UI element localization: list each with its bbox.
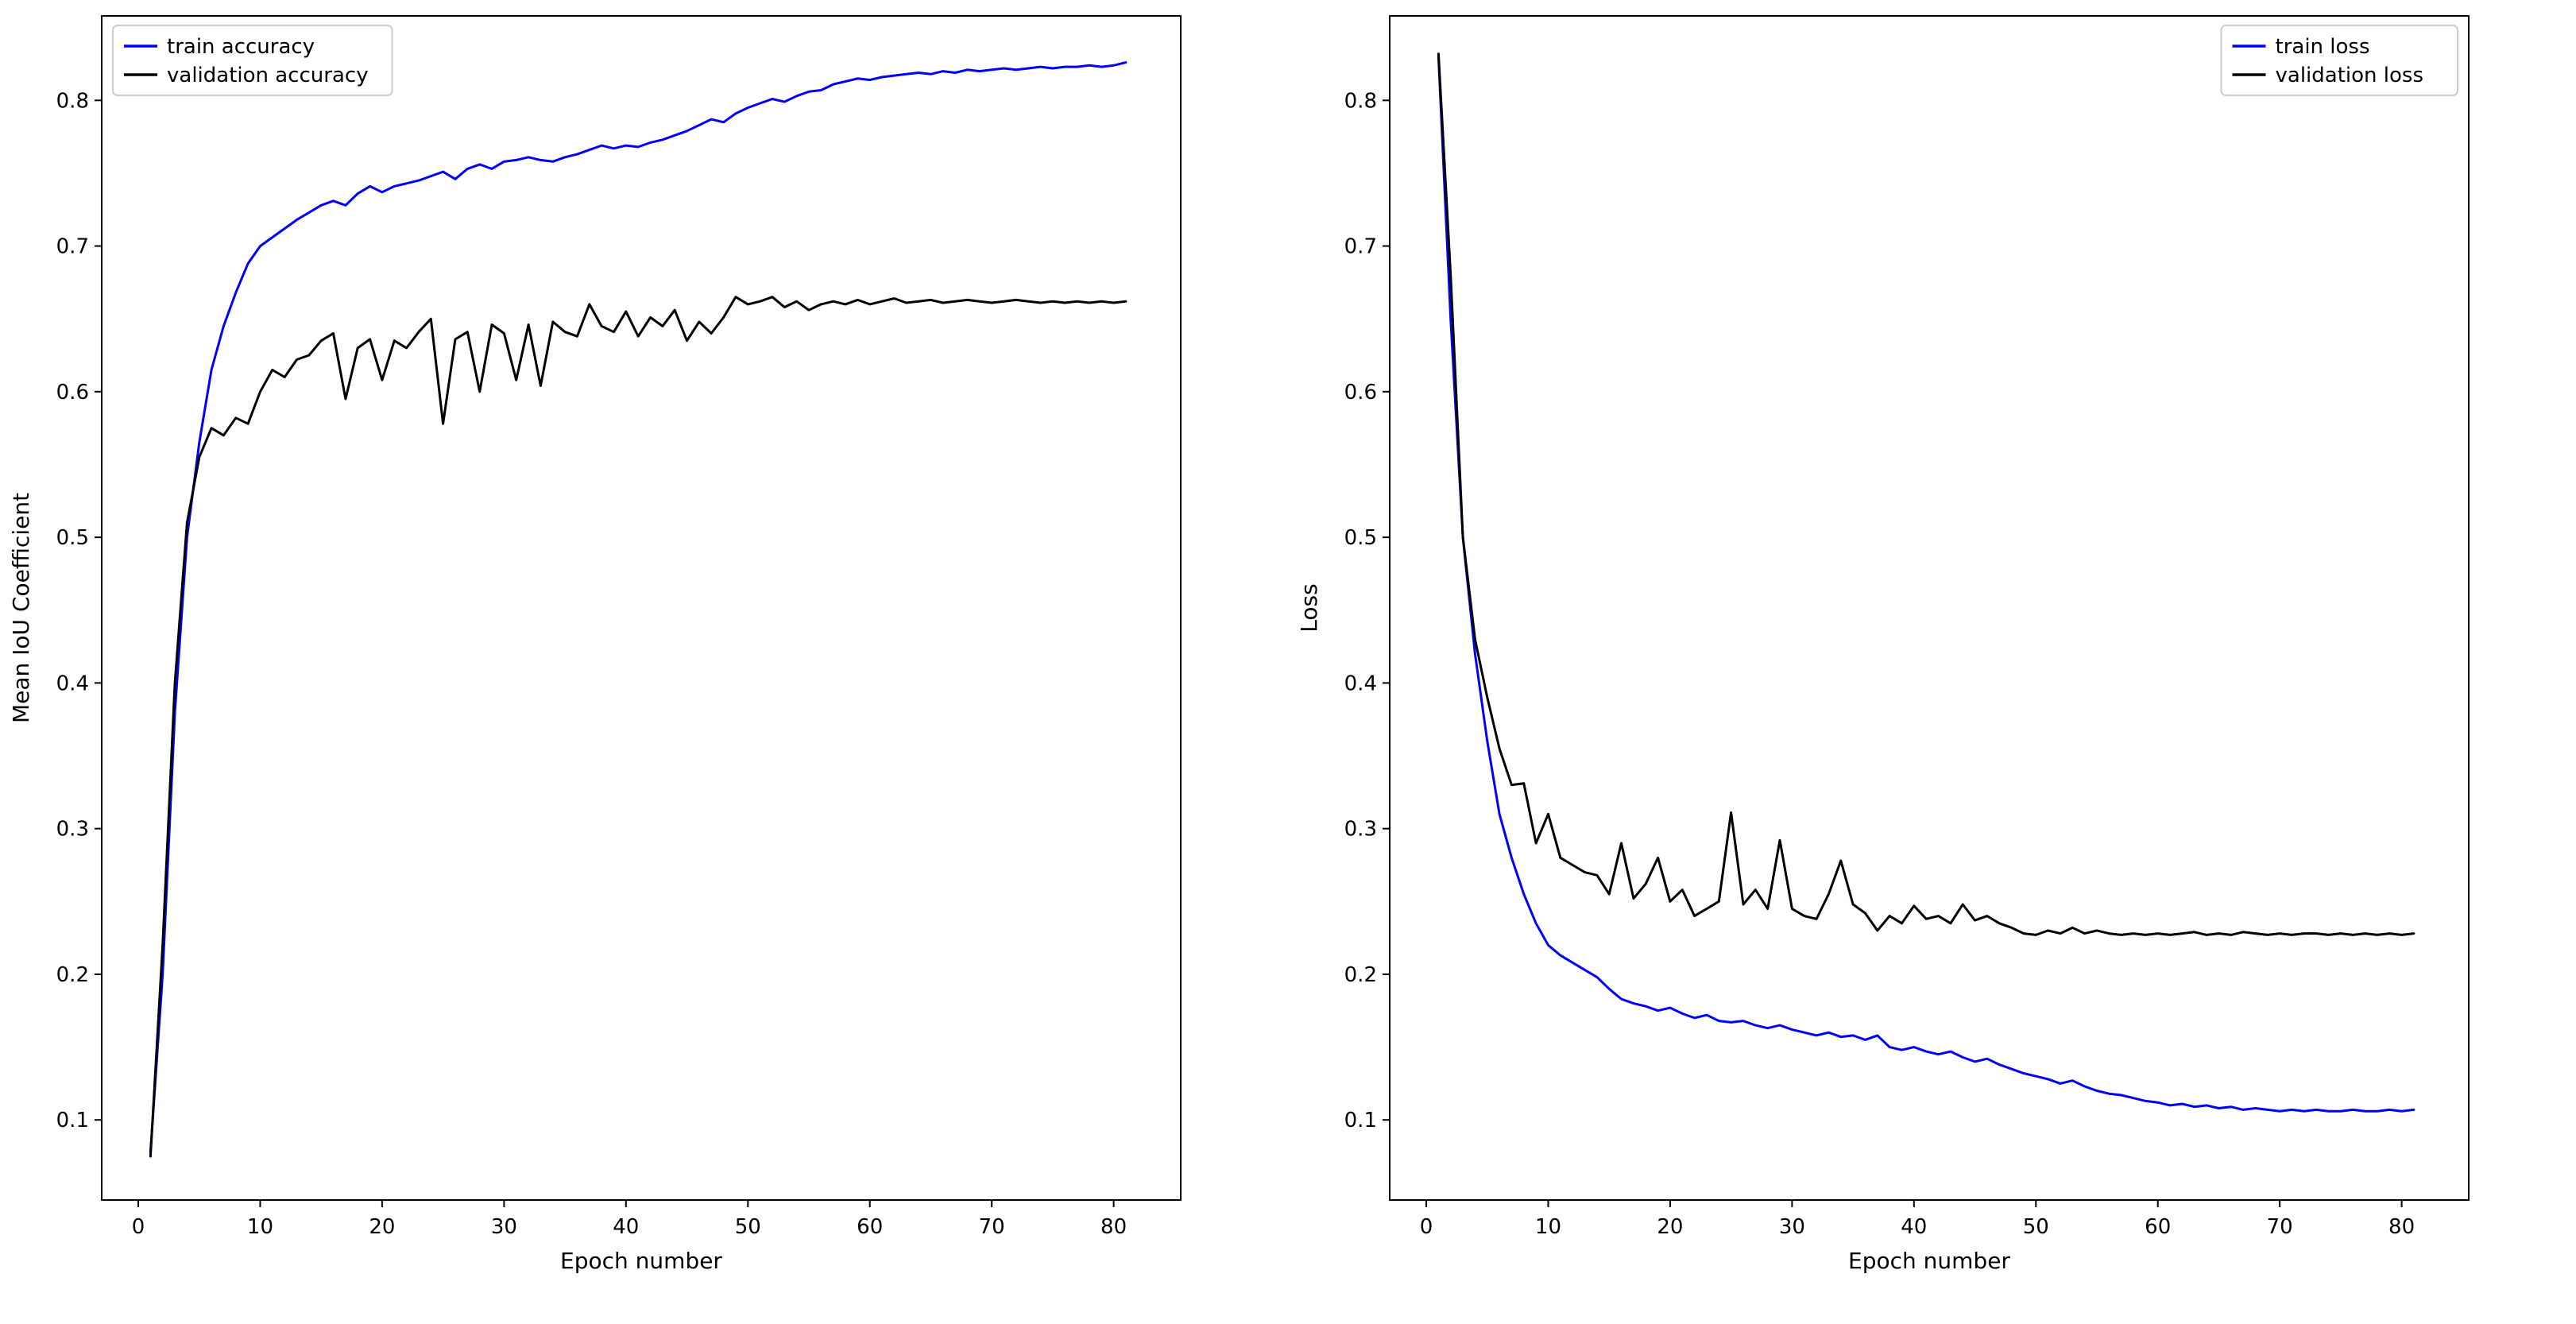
validation-loss-line [1437, 52, 2415, 936]
x-tick-label: 30 [491, 1215, 517, 1239]
plot-frame [101, 15, 1182, 1201]
y-tick-label: 0.2 [1344, 963, 1377, 987]
y-tick-label: 0.8 [1344, 89, 1377, 113]
plot-frame [1389, 15, 2470, 1201]
x-axis-label: Epoch number [1848, 1248, 2010, 1274]
y-axis-label: Loss [1296, 583, 1322, 632]
y-tick-label: 0.5 [1344, 526, 1377, 550]
x-tick-label: 80 [1100, 1215, 1127, 1239]
x-tick-label: 80 [2388, 1215, 2415, 1239]
x-tick-label: 30 [1779, 1215, 1805, 1239]
x-tick-label: 70 [2267, 1215, 2293, 1239]
y-tick-label: 0.6 [56, 381, 89, 405]
x-tick-label: 60 [857, 1215, 883, 1239]
x-tick-label: 0 [132, 1215, 145, 1239]
y-tick-label: 0.3 [56, 818, 89, 842]
y-tick-label: 0.1 [1344, 1109, 1377, 1132]
y-tick-label: 0.7 [1344, 235, 1377, 259]
x-tick-label: 50 [735, 1215, 761, 1239]
accuracy-chart: 0.1 0.2 0.3 0.4 0.5 0.6 0.7 0.8 0 10 20 30 40 50 60 70 8… [8, 15, 1182, 1274]
x-tick-label: 60 [2145, 1215, 2171, 1239]
train-accuracy-line [149, 61, 1127, 1153]
legend-label: validation accuracy [167, 64, 369, 87]
legend-box [112, 25, 393, 96]
legend: train loss validation loss [2220, 25, 2458, 96]
legend-label: validation loss [2276, 64, 2424, 87]
train-loss-line [1437, 55, 2415, 1113]
x-tick-label: 10 [1535, 1215, 1561, 1239]
legend-box [2220, 25, 2458, 96]
legend: train accuracy validation accuracy [112, 25, 393, 96]
y-tick-label: 0.5 [56, 526, 89, 550]
x-tick-label: 20 [1657, 1215, 1683, 1239]
x-tick-label: 50 [2023, 1215, 2049, 1239]
legend-label: train loss [2276, 35, 2370, 59]
y-tick-label: 0.1 [56, 1109, 89, 1132]
y-tick-label: 0.7 [56, 235, 89, 259]
x-tick-label: 0 [1420, 1215, 1433, 1239]
x-tick-label: 10 [247, 1215, 273, 1239]
validation-accuracy-line [149, 296, 1127, 1158]
y-tick-label: 0.4 [56, 672, 89, 695]
y-tick-label: 0.6 [1344, 381, 1377, 405]
x-axis-label: Epoch number [560, 1248, 722, 1274]
y-tick-label: 0.8 [56, 89, 89, 113]
legend-label: train accuracy [167, 35, 315, 59]
y-tick-label: 0.2 [56, 963, 89, 987]
x-tick-label: 70 [979, 1215, 1005, 1239]
x-tick-label: 20 [369, 1215, 395, 1239]
y-tick-label: 0.4 [1344, 672, 1377, 695]
y-tick-label: 0.3 [1344, 818, 1377, 842]
y-axis-label: Mean IoU Coefficient [8, 493, 34, 723]
loss-chart: 0.1 0.2 0.3 0.4 0.5 0.6 0.7 0.8 0 10 20 30 40 50 60 70 8… [1296, 15, 2470, 1274]
x-tick-label: 40 [613, 1215, 639, 1239]
x-tick-label: 40 [1901, 1215, 1927, 1239]
